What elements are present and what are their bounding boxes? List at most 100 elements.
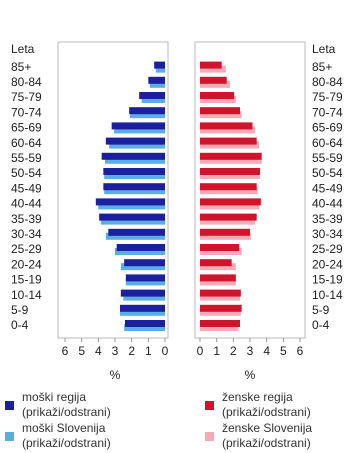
bar: [103, 168, 165, 175]
bar: [200, 263, 236, 271]
bar: [200, 96, 236, 103]
legend-toggle[interactable]: (prikaži/odstrani): [222, 405, 311, 419]
bar: [108, 228, 165, 236]
bar: [200, 76, 227, 84]
bar: [200, 217, 255, 225]
bar: [109, 141, 165, 149]
bar: [120, 308, 165, 316]
bar: [200, 274, 236, 282]
category-label: 5-9: [11, 303, 29, 317]
bar: [200, 152, 262, 160]
category-label: 50-54: [312, 166, 343, 180]
legend-toggle[interactable]: (prikaži/odstrani): [22, 436, 111, 450]
bar: [200, 107, 240, 115]
legend-label[interactable]: moški regija: [22, 390, 86, 404]
bar: [200, 232, 251, 240]
bar: [130, 111, 165, 119]
bar: [114, 126, 165, 134]
bar: [101, 152, 165, 160]
category-label: 20-24: [312, 257, 343, 271]
x-axis-label: %: [245, 368, 256, 382]
bar: [200, 80, 230, 88]
x-tick-label: 5: [280, 344, 287, 358]
x-tick-label: 3: [112, 344, 119, 358]
bar: [104, 187, 165, 195]
bar: [200, 293, 240, 301]
bar: [125, 278, 165, 286]
category-label: 50-54: [11, 166, 42, 180]
bar: [139, 92, 165, 99]
category-label: 70-74: [11, 105, 42, 119]
bar: [120, 289, 165, 297]
bar: [116, 244, 165, 251]
category-label: 85+: [312, 60, 332, 74]
legend-label[interactable]: ženske Slovenija: [222, 421, 312, 435]
category-label: 25-29: [312, 242, 343, 256]
bar: [98, 202, 165, 210]
legend-swatch[interactable]: [205, 432, 214, 441]
x-tick-label: 6: [62, 344, 69, 358]
x-tick-label: 0: [162, 344, 169, 358]
bar: [200, 320, 240, 327]
bar: [200, 289, 241, 297]
x-tick-label: 0: [197, 344, 204, 358]
category-label: 30-34: [11, 227, 42, 241]
bar: [148, 76, 165, 84]
category-label: 25-29: [11, 242, 42, 256]
bar: [120, 263, 165, 271]
bar: [123, 293, 165, 301]
category-label: 60-64: [11, 136, 42, 150]
category-label: 15-19: [312, 273, 343, 287]
bar: [200, 187, 258, 195]
category-label: 35-39: [312, 212, 343, 226]
legend-label[interactable]: moški Slovenija: [22, 421, 106, 435]
category-label: 20-24: [11, 257, 42, 271]
bar: [104, 172, 165, 179]
category-label: 0-4: [11, 318, 29, 332]
bar: [200, 172, 260, 179]
bar: [200, 92, 235, 99]
legend-toggle[interactable]: (prikaži/odstrani): [222, 436, 311, 450]
bar: [120, 304, 165, 312]
bar: [200, 168, 260, 175]
bar: [200, 228, 250, 236]
category-label: 40-44: [312, 197, 343, 211]
category-label: 65-69: [312, 121, 343, 135]
bar: [200, 324, 239, 331]
bar: [124, 324, 165, 331]
legend-swatch[interactable]: [205, 401, 214, 410]
bar: [200, 198, 261, 206]
bar: [200, 65, 226, 73]
x-tick-label: 6: [297, 344, 304, 358]
bar: [155, 65, 165, 73]
bar: [141, 96, 165, 103]
bar: [115, 248, 165, 255]
category-label: 45-49: [11, 181, 42, 195]
bar: [200, 183, 257, 191]
legend-swatch[interactable]: [5, 401, 14, 410]
category-label: 60-64: [312, 136, 343, 150]
bar: [200, 122, 253, 130]
x-tick-label: 5: [78, 344, 85, 358]
legend-swatch[interactable]: [5, 432, 14, 441]
category-label: 5-9: [312, 303, 330, 317]
bar: [95, 198, 165, 206]
bar: [200, 304, 242, 312]
bar: [200, 156, 262, 164]
legend-toggle[interactable]: (prikaži/odstrani): [22, 405, 111, 419]
bar: [105, 156, 165, 164]
bar: [200, 137, 257, 145]
category-label: 15-19: [11, 273, 42, 287]
bar: [200, 61, 222, 69]
x-tick-label: 2: [128, 344, 135, 358]
bar: [154, 61, 165, 69]
x-tick-label: 2: [230, 344, 237, 358]
category-label: 80-84: [312, 75, 343, 89]
bar: [111, 122, 165, 130]
bar: [103, 183, 165, 191]
legend-label[interactable]: ženske regija: [222, 390, 293, 404]
bar: [200, 213, 257, 221]
category-label: 55-59: [11, 151, 42, 165]
category-label: 10-14: [312, 288, 343, 302]
